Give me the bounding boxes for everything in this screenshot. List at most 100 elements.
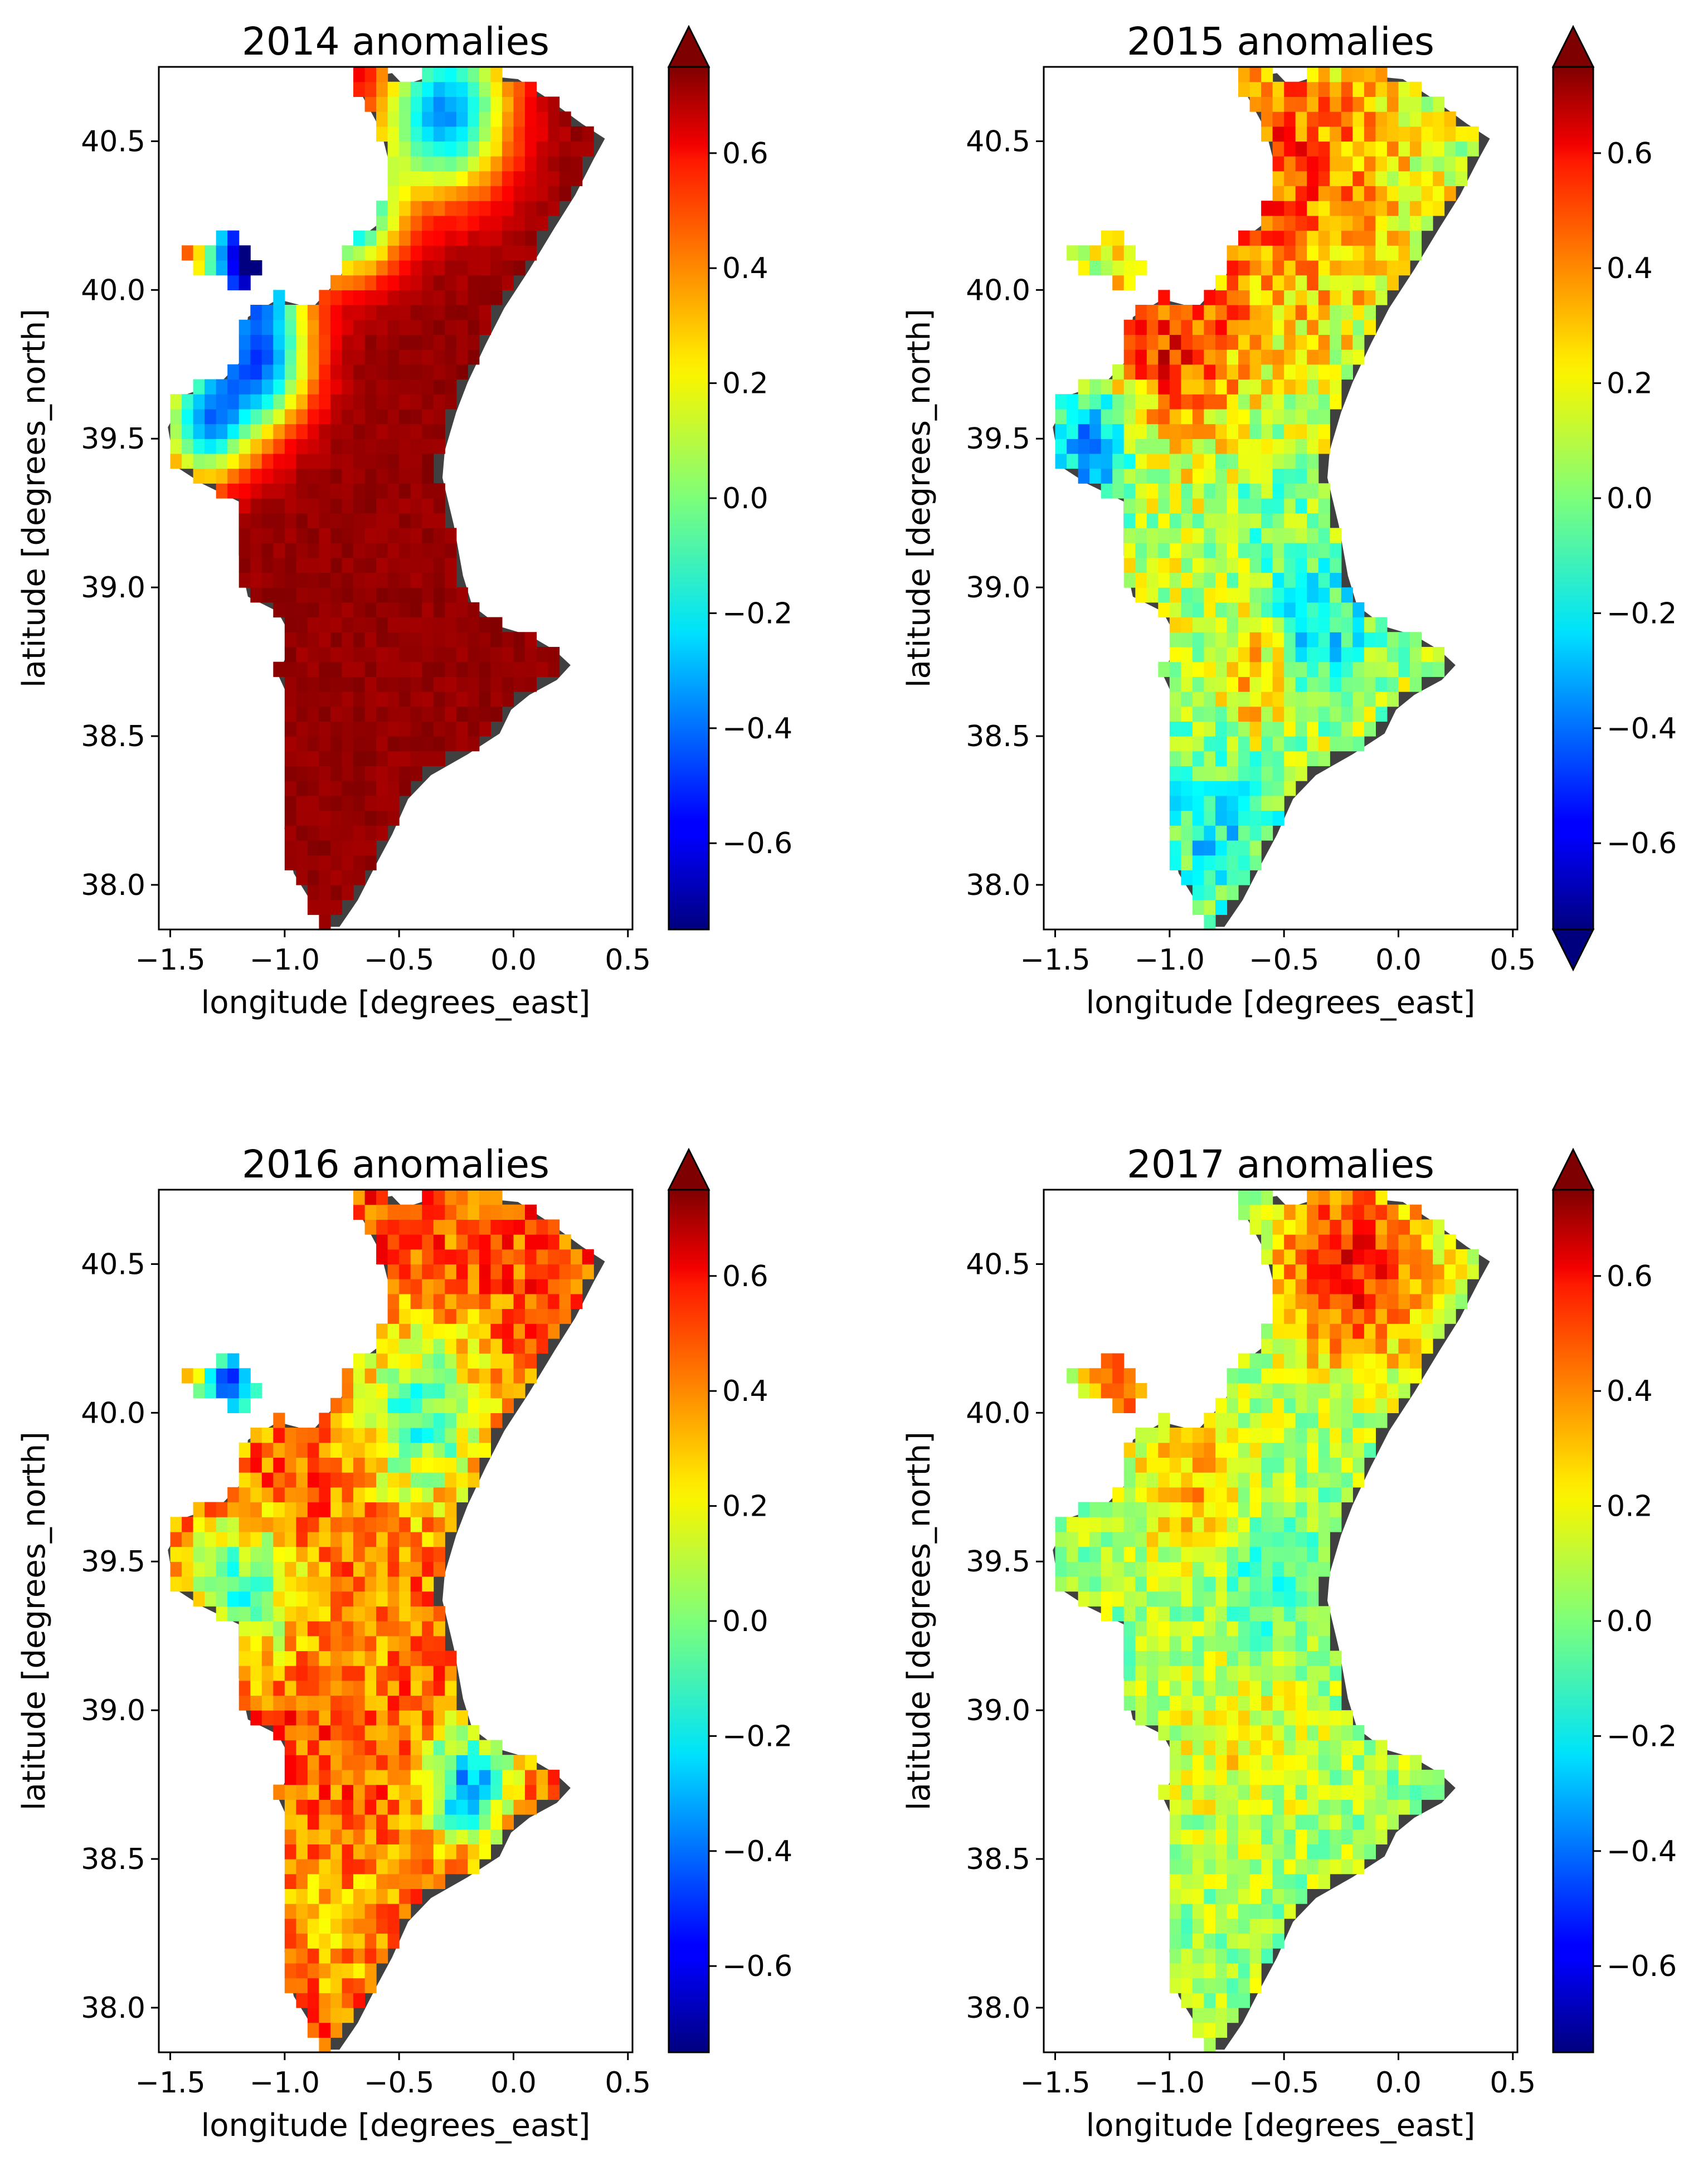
anomaly-cell (1410, 141, 1422, 157)
anomaly-cell (1272, 543, 1284, 558)
colorbar-gradient (1553, 67, 1593, 929)
colorbar-extend-max (667, 1147, 711, 1191)
anomaly-cell (307, 1829, 319, 1844)
anomaly-cell (284, 1695, 296, 1711)
anomaly-cell (445, 1457, 457, 1473)
colorbar-tick-label: 0.4 (1607, 1375, 1653, 1408)
anomaly-cell (1386, 260, 1399, 276)
anomaly-cell (433, 1293, 445, 1310)
anomaly-cell (422, 751, 434, 766)
x-tick-label: 0.5 (1490, 2066, 1536, 2100)
anomaly-cell (296, 439, 308, 454)
anomaly-cell (330, 483, 343, 499)
anomaly-cell (456, 349, 468, 365)
anomaly-cell (1055, 1546, 1067, 1562)
anomaly-cell (284, 1904, 296, 1919)
anomaly-cell (1375, 111, 1388, 127)
anomaly-cell (1135, 1457, 1147, 1473)
x-tick-label: −1.0 (1135, 943, 1205, 977)
anomaly-cell (1249, 646, 1262, 663)
anomaly-cell (1261, 1219, 1273, 1235)
colorbar: −0.6−0.4−0.20.00.20.40.6 (1551, 1147, 1677, 2053)
anomaly-cell (239, 319, 251, 335)
anomaly-cell (1192, 587, 1204, 603)
anomaly-cell (1158, 1561, 1170, 1577)
anomaly-cell (284, 528, 296, 543)
anomaly-cell (1318, 260, 1330, 276)
anomaly-cell (1364, 1308, 1376, 1324)
anomaly-cell (319, 676, 331, 692)
anomaly-cell (1227, 870, 1239, 885)
anomaly-cell (1330, 1442, 1342, 1458)
anomaly-cell (1341, 706, 1353, 722)
anomaly-cell (239, 424, 251, 439)
anomaly-cell (1284, 1561, 1296, 1577)
anomaly-cell (319, 1621, 331, 1637)
anomaly-cell (364, 453, 377, 469)
anomaly-cell (1192, 825, 1204, 841)
anomaly-cell (1181, 1576, 1193, 1592)
anomaly-cell (193, 1546, 205, 1562)
anomaly-cell (1123, 1621, 1136, 1637)
anomaly-cell (1112, 394, 1125, 410)
anomaly-cell (1284, 721, 1296, 737)
anomaly-cell (1101, 1353, 1113, 1369)
anomaly-cell (1227, 319, 1239, 335)
anomaly-cell (1330, 1844, 1342, 1860)
anomaly-cell (1101, 439, 1113, 454)
anomaly-cell (1307, 1398, 1319, 1413)
anomaly-cell (1341, 96, 1353, 112)
anomaly-cell (1318, 1531, 1330, 1547)
anomaly-cell (376, 1948, 388, 1964)
anomaly-cell (205, 1517, 217, 1532)
anomaly-cell (1101, 1591, 1113, 1607)
anomaly-cell (1307, 1502, 1319, 1517)
anomaly-cell (1318, 1635, 1330, 1651)
anomaly-cell (296, 736, 308, 752)
anomaly-cell (1386, 1799, 1399, 1815)
anomaly-cell (364, 96, 377, 112)
anomaly-cell (1261, 468, 1273, 484)
anomaly-cell (468, 1398, 480, 1413)
anomaly-cell (1181, 513, 1193, 528)
anomaly-cell (525, 632, 537, 648)
anomaly-cell (548, 1279, 560, 1294)
anomaly-cell (479, 1784, 491, 1800)
anomaly-cell (1204, 1978, 1216, 1993)
anomaly-cell (422, 1219, 434, 1235)
anomaly-cell (342, 424, 354, 439)
anomaly-cell (319, 1695, 331, 1711)
anomaly-cell (1364, 186, 1376, 201)
anomaly-cell (1341, 111, 1353, 127)
anomaly-cell (1215, 408, 1228, 425)
anomaly-cell (1192, 349, 1204, 365)
anomaly-cell (342, 1695, 354, 1711)
anomaly-cell (445, 379, 457, 395)
anomaly-cell (1330, 1293, 1342, 1310)
anomaly-cell (319, 1873, 331, 1889)
anomaly-cell (1375, 141, 1388, 157)
anomaly-cell (422, 1873, 434, 1889)
anomaly-cell (1375, 156, 1388, 172)
anomaly-cell (216, 1606, 228, 1622)
anomaly-cell (1215, 1561, 1228, 1577)
anomaly-cell (261, 557, 274, 573)
anomaly-cell (525, 141, 537, 157)
anomaly-cell (1249, 1829, 1262, 1844)
colorbar-tick-label: −0.4 (722, 1835, 792, 1868)
anomaly-cell (1227, 587, 1239, 603)
anomaly-cell (445, 1651, 457, 1666)
anomaly-cell (1204, 751, 1216, 766)
anomaly-cell (1318, 1338, 1330, 1354)
anomaly-cell (342, 840, 354, 856)
anomaly-cell (1307, 706, 1319, 722)
colorbar-extend-max (1551, 25, 1595, 68)
anomaly-cell (1410, 1234, 1422, 1250)
anomaly-cell (1284, 81, 1296, 97)
anomaly-cell (1295, 1844, 1307, 1860)
anomaly-cell (1227, 483, 1239, 499)
anomaly-cell (376, 1502, 388, 1517)
colorbar: −0.6−0.4−0.20.00.20.40.6 (667, 1147, 792, 2053)
anomaly-cell (1249, 1591, 1262, 1607)
anomaly-cell (433, 1784, 445, 1800)
